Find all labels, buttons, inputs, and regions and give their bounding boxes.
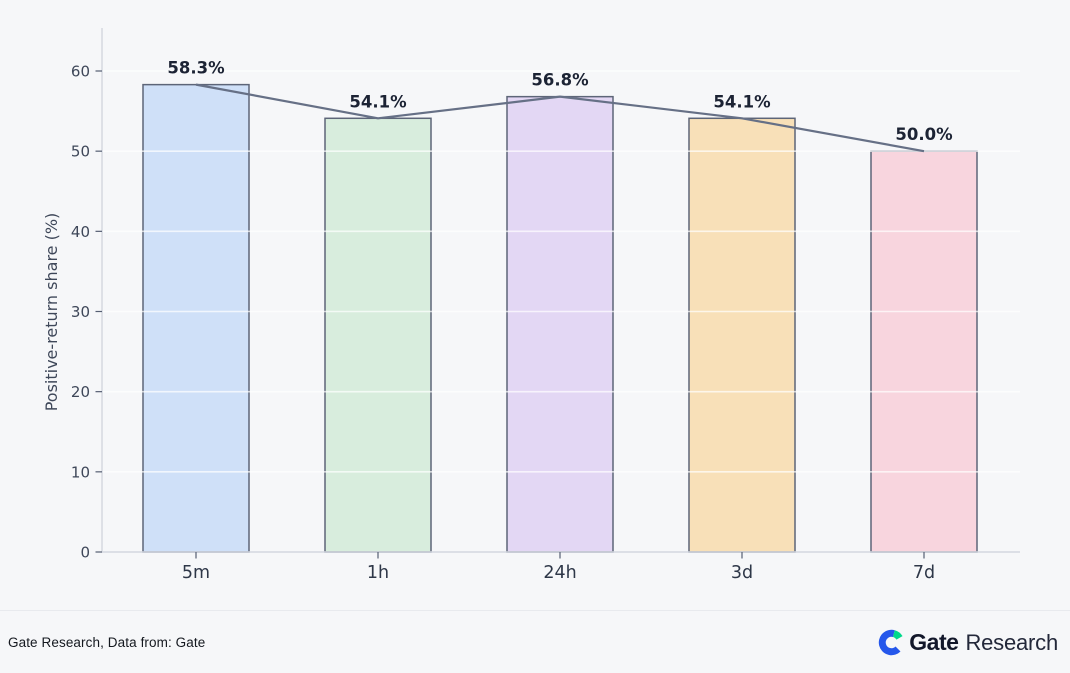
bar-value-label-5m: 58.3% [167, 59, 225, 78]
gate-logo-wordmark: Gate [909, 628, 959, 655]
chart-svg: 0 10 20 30 40 50 60 5m 1h 24h 3d 7d 58.3% 54.1% 56.8% 5… [42, 28, 1020, 583]
y-tick-label-40: 40 [71, 223, 90, 241]
bar-value-label-1h: 54.1% [349, 92, 407, 111]
bar-5m [142, 83, 250, 553]
bar-value-label-24h: 56.8% [531, 71, 589, 90]
bar-value-label-7d: 50.0% [895, 125, 953, 144]
gate-logo-text: Gate Research [909, 628, 1058, 655]
y-tick-label-50: 50 [71, 143, 90, 161]
bar-24h [506, 95, 614, 553]
footer: Gate Research, Data from: Gate Gate Rese… [0, 610, 1070, 673]
gate-logo-green-arc [892, 629, 903, 640]
bar-7d [870, 150, 978, 553]
bar-1h [324, 117, 432, 553]
y-tick-label-10: 10 [71, 463, 90, 481]
x-tick-label-1h: 1h [367, 563, 389, 583]
x-tick-label-24h: 24h [543, 563, 576, 583]
y-tick-label-60: 60 [71, 63, 90, 81]
x-tick-label-3d: 3d [731, 563, 753, 583]
bar-value-label-3d: 54.1% [713, 92, 771, 111]
gate-logo-research-label: Research [965, 629, 1058, 655]
y-axis-title: Positive-return share (%) [42, 213, 61, 412]
footer-source-text: Gate Research, Data from: Gate [8, 634, 206, 650]
y-tick-label-0: 0 [80, 544, 90, 562]
y-tick-label-20: 20 [71, 383, 90, 401]
gate-logo-icon [879, 629, 903, 655]
bar-3d [688, 117, 796, 553]
trend-line [195, 83, 925, 153]
x-tick-label-7d: 7d [913, 563, 935, 583]
x-tick-label-5m: 5m [182, 563, 210, 583]
gate-logo-blue-arc [879, 629, 901, 655]
y-tick-label-30: 30 [71, 303, 90, 321]
chart-area: 0 10 20 30 40 50 60 5m 1h 24h 3d 7d 58.3% 54.1% 56.8% 5… [42, 28, 1020, 583]
gate-research-logo: Gate Research [878, 629, 1058, 656]
